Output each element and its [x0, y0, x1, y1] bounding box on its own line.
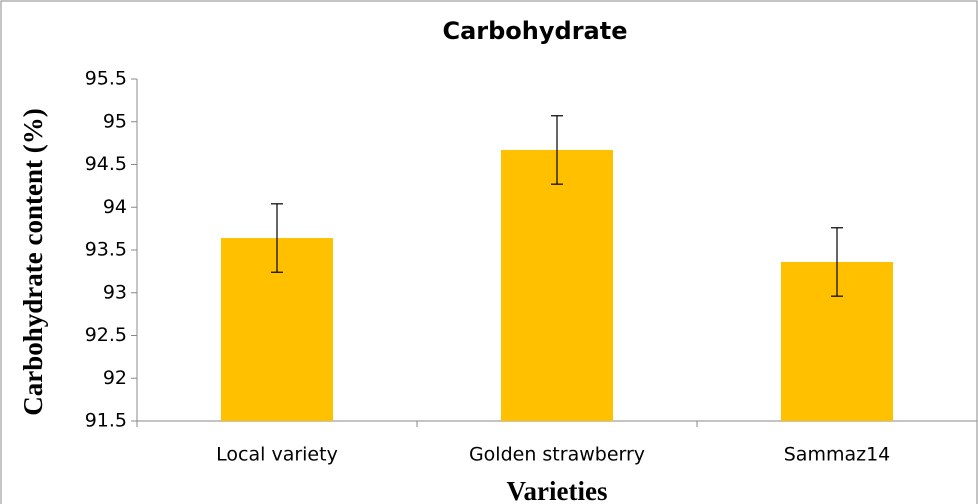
y-tick-label: 94.5	[85, 153, 127, 175]
y-tick-label: 92	[103, 367, 127, 389]
bar	[501, 149, 613, 421]
y-tick-label: 92.5	[85, 324, 127, 346]
x-tick-label: Golden strawberry	[469, 444, 645, 466]
y-tick-label: 94	[103, 196, 127, 218]
y-tick-label: 93.5	[85, 239, 127, 261]
x-tick-label: Sammaz14	[784, 444, 891, 466]
y-tick-label: 95	[103, 110, 127, 132]
y-tick-label: 95.5	[85, 68, 127, 90]
x-axis-label: Varieties	[507, 476, 608, 504]
y-axis-label: Carbohydrate content (%)	[18, 108, 48, 415]
y-tick-label: 93	[103, 281, 127, 303]
y-tick-label: 91.5	[85, 410, 127, 432]
x-tick-label: Local variety	[216, 444, 338, 466]
chart-title: Carbohydrate	[442, 17, 627, 45]
